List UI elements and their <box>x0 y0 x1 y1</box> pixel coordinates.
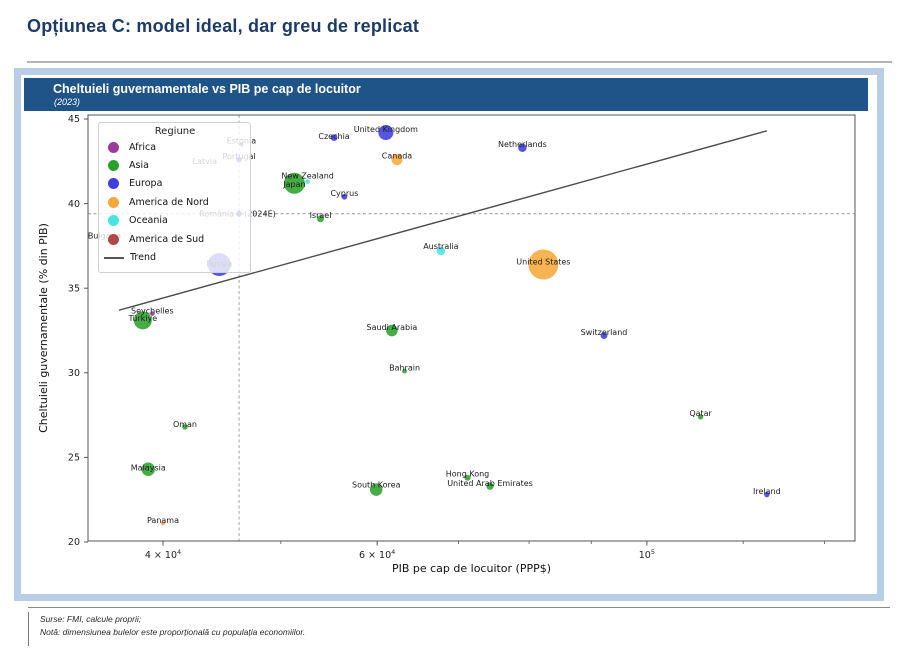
x-tick-label-100000: 105 <box>639 548 655 561</box>
point-ireland <box>764 491 770 498</box>
point-canada <box>391 154 403 166</box>
point-t-rkiye <box>133 311 152 330</box>
legend-dot-swatch <box>108 178 119 190</box>
label-reference-year: (2024E) <box>244 210 276 219</box>
legend-item-america-de-nord: America de Nord <box>106 193 244 211</box>
label-australia: Australia <box>423 242 458 251</box>
legend-item-label: Trend <box>130 252 156 264</box>
legend-item-oceania: Oceania <box>106 212 244 230</box>
x-tick-label-60000: 6 × 104 <box>359 548 395 561</box>
y-tick-label-45: 45 <box>68 114 80 125</box>
legend-item-label: Asia <box>129 160 149 172</box>
legend-dot-swatch <box>108 215 119 227</box>
label-canada: Canada <box>382 151 413 160</box>
trend-line <box>118 130 768 311</box>
legend-title: Regiune <box>154 126 196 137</box>
point-australia <box>436 246 446 256</box>
label-united-kingdom: United Kingdom <box>354 125 418 134</box>
legend-item-trend: Trend <box>104 248 244 266</box>
page-title: Opțiunea C: model ideal, dar greu de rep… <box>27 16 420 36</box>
y-tick-label-40: 40 <box>68 199 80 210</box>
label-bahrain: Bahrain <box>389 363 420 372</box>
legend: Regiune Africa Asia Europa America de Nord O… <box>98 122 251 273</box>
label-saudi-arabia: Saudi Arabia <box>366 323 417 332</box>
y-tick-label-30: 30 <box>68 368 80 379</box>
legend-line-swatch <box>104 256 124 259</box>
point-panama <box>161 521 165 526</box>
legend-item-label: Africa <box>129 141 157 153</box>
point-malaysia <box>141 462 155 476</box>
point-united-states <box>528 249 559 280</box>
point-hong-kong <box>464 474 471 481</box>
label-cyprus: Cyprus <box>330 189 358 198</box>
chart-header-band: Cheltuieli guvernamentale vs PIB pe cap … <box>24 78 868 111</box>
label-qatar: Qatar <box>689 409 712 418</box>
footer-source: Surse: FMI, calcule proprii; <box>40 614 142 624</box>
legend-item-america-de-sud: America de Sud <box>106 230 244 248</box>
axes-box <box>87 114 856 542</box>
x-axis-title: PIB pe cap de locuitor (PPP$) <box>392 562 551 575</box>
label-ireland: Ireland <box>753 487 781 496</box>
label-japan: Japan <box>282 180 305 189</box>
label-new-zealand: New Zealand <box>281 171 334 180</box>
point-japan <box>283 172 305 194</box>
label-united-arab-emirates: United Arab Emirates <box>447 479 533 488</box>
label-t-rkiye: Türkiye <box>127 314 157 323</box>
y-axis-title: Cheltuieli guvernamentale (% din PIB) <box>37 223 50 433</box>
chart-subtitle: (2023) <box>54 97 81 107</box>
label-malaysia: Malaysia <box>131 464 166 473</box>
point-seychelles <box>150 311 155 316</box>
legend-rows: Africa Asia Europa America de Nord Oceania Am… <box>104 138 244 267</box>
label-seychelles: Seychelles <box>131 306 174 315</box>
x-tick-label-40000: 4 × 104 <box>145 548 181 561</box>
legend-item-label: Oceania <box>129 215 168 227</box>
y-tick-label-20: 20 <box>68 537 80 548</box>
footer-divider <box>28 607 890 608</box>
label-panama: Panama <box>147 516 179 525</box>
footer-notes: Surse: FMI, calcule proprii; Notă: dimen… <box>40 613 305 639</box>
chart-title: Cheltuieli guvernamentale vs PIB pe cap … <box>53 82 361 96</box>
point-netherlands <box>518 143 527 152</box>
legend-dot-swatch <box>108 196 119 208</box>
title-divider <box>27 61 892 63</box>
legend-dot-swatch <box>108 160 119 172</box>
point-new-zealand <box>305 179 310 184</box>
point-united-arab-emirates <box>486 482 494 490</box>
point-czechia <box>330 134 338 142</box>
label-oman: Oman <box>173 420 197 429</box>
point-united-kingdom <box>378 125 394 141</box>
y-tick-label-35: 35 <box>68 283 80 294</box>
legend-item-label: America de Sud <box>129 233 205 245</box>
point-switzerland <box>600 332 608 339</box>
label-united-states: United States <box>516 257 570 266</box>
legend-item-label: America de Nord <box>129 196 209 208</box>
point-saudi-arabia <box>386 324 398 337</box>
legend-item-asia: Asia <box>106 156 244 174</box>
point-oman <box>182 424 188 430</box>
point-qatar <box>697 414 704 420</box>
legend-item-label: Europa <box>129 178 163 190</box>
point-israel <box>317 215 324 223</box>
label-switzerland: Switzerland <box>581 328 628 337</box>
footer-note: Notă: dimensiunea bulelor este proporțio… <box>40 627 306 637</box>
legend-item-africa: Africa <box>106 138 244 156</box>
point-south-korea <box>369 483 383 496</box>
legend-item-europa: Europa <box>106 175 244 193</box>
footer-left-bar <box>28 612 29 646</box>
label-netherlands: Netherlands <box>498 140 547 149</box>
y-tick-label-25: 25 <box>68 453 80 464</box>
label-hong-kong: Hong Kong <box>446 470 490 479</box>
label-south-korea: South Korea <box>352 480 401 489</box>
legend-dot-swatch <box>108 233 119 245</box>
point-bahrain <box>402 368 407 374</box>
label-czechia: Czechia <box>318 132 349 141</box>
legend-dot-swatch <box>108 141 119 153</box>
point-cyprus <box>341 194 348 200</box>
label-israel: Israel <box>310 211 332 220</box>
